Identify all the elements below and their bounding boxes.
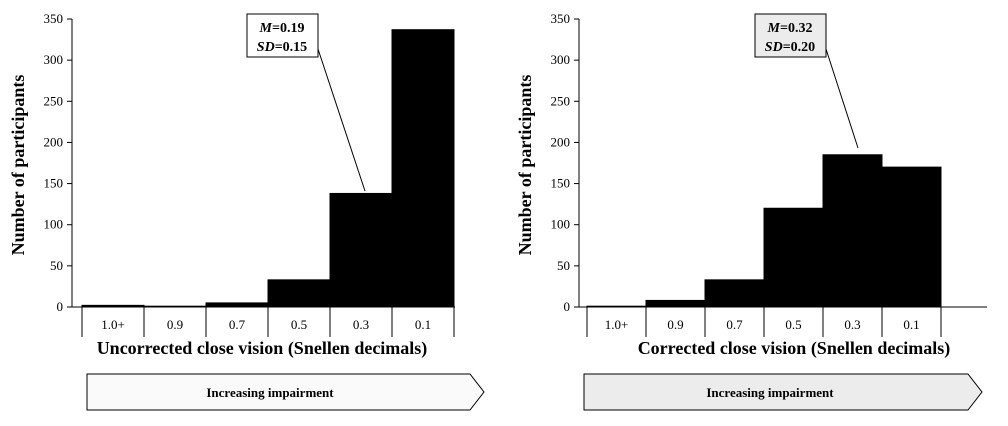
right-y-tick-label: 150 <box>551 176 571 191</box>
left-x-category-label: 0.1 <box>415 317 431 332</box>
left-bar-2 <box>143 305 207 308</box>
left-x-category-label: 0.3 <box>353 317 369 332</box>
left-y-axis-label: Number of participants <box>8 75 28 256</box>
left-chart: Number of participants 0 50 100 150 200 250 30… <box>8 11 485 411</box>
right-y-tick-label: 0 <box>564 299 571 314</box>
left-x-category-label: 0.7 <box>229 317 246 332</box>
left-annotation-mean: M=0.19 <box>259 21 305 36</box>
right-annotation-sd: SD=0.20 <box>765 40 815 55</box>
left-annotation-sd: SD=0.15 <box>257 40 307 55</box>
left-x-categories: 1.0+ 0.9 0.7 0.5 0.3 0.1 <box>81 307 455 337</box>
left-y-tick-label: 50 <box>50 258 63 273</box>
left-y-ticks: 0 50 100 150 200 250 300 350 <box>44 11 72 314</box>
right-x-category-label: 0.7 <box>726 317 743 332</box>
right-y-tick-label: 200 <box>551 134 571 149</box>
right-x-axis-label: Corrected close vision (Snellen decimals… <box>638 338 951 359</box>
right-bar-3 <box>704 279 765 308</box>
right-bar-4 <box>763 207 824 308</box>
left-bars <box>81 29 455 308</box>
left-bar-4 <box>267 279 331 308</box>
left-bar-1 <box>81 304 145 308</box>
right-y-axis-label: Number of participants <box>515 75 535 256</box>
left-impairment-label: Increasing impairment <box>206 385 334 400</box>
right-x-category-label: 0.1 <box>903 317 919 332</box>
left-y-tick-label: 0 <box>57 299 64 314</box>
left-y-tick-label: 350 <box>44 11 64 26</box>
left-y-tick-label: 100 <box>44 217 64 232</box>
right-y-tick-label: 250 <box>551 93 571 108</box>
left-impairment-arrow <box>86 373 485 411</box>
right-bar-6 <box>881 166 942 308</box>
right-annotation-box <box>754 13 827 58</box>
right-bar-2 <box>645 299 706 308</box>
left-bar-5 <box>329 192 393 308</box>
right-x-categories: 1.0+ 0.9 0.7 0.5 0.3 0.1 <box>586 307 942 337</box>
right-bar-1 <box>586 305 647 308</box>
right-chart: Number of participants 0 50 100 150 200 250 30… <box>515 11 987 411</box>
right-annotation-leader <box>825 48 859 149</box>
right-x-category-label: 0.5 <box>785 317 801 332</box>
left-annotation-box <box>246 13 319 58</box>
left-bar-3 <box>205 302 269 308</box>
right-y-tick-label: 300 <box>551 52 571 67</box>
left-x-category-label: 0.5 <box>291 317 307 332</box>
left-y-tick-label: 300 <box>44 52 64 67</box>
right-x-category-label: 0.9 <box>667 317 683 332</box>
left-x-axis-label: Uncorrected close vision (Snellen decima… <box>97 338 428 359</box>
right-annotation-mean: M=0.32 <box>767 21 813 36</box>
right-y-tick-label: 350 <box>551 11 571 26</box>
right-x-category-label: 1.0+ <box>605 317 629 332</box>
left-y-tick-label: 200 <box>44 134 64 149</box>
left-y-tick-label: 250 <box>44 93 64 108</box>
right-impairment-arrow <box>583 373 983 411</box>
right-y-tick-label: 50 <box>557 258 570 273</box>
right-bars <box>586 154 942 308</box>
left-x-category-label: 1.0+ <box>101 317 125 332</box>
right-y-ticks: 0 50 100 150 200 250 300 350 <box>551 11 579 314</box>
right-impairment-label: Increasing impairment <box>706 385 834 400</box>
right-x-category-label: 0.3 <box>844 317 860 332</box>
left-bar-6 <box>391 29 455 308</box>
right-y-tick-label: 100 <box>551 217 571 232</box>
left-annotation-leader <box>317 48 366 192</box>
left-x-category-label: 0.9 <box>167 317 183 332</box>
left-y-tick-label: 150 <box>44 176 64 191</box>
right-bar-5 <box>822 154 883 308</box>
